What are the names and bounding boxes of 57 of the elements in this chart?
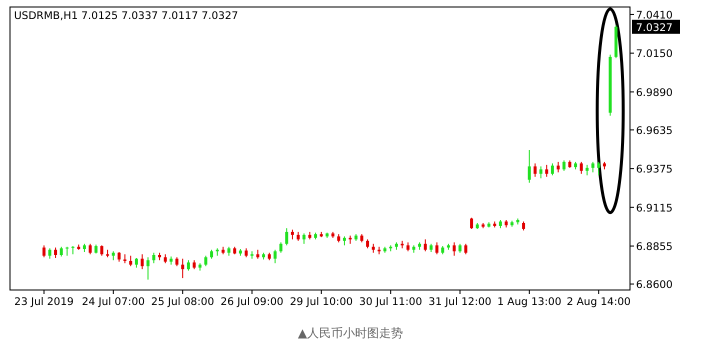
candlestick bbox=[539, 166, 542, 179]
x-tick-label: 1 Aug 13:00 bbox=[497, 296, 562, 308]
candlestick bbox=[562, 160, 566, 172]
x-tick-label: 24 Jul 07:00 bbox=[82, 296, 145, 308]
candlestick bbox=[435, 242, 438, 255]
candlestick bbox=[152, 252, 156, 264]
candlestick bbox=[118, 252, 121, 262]
candlestick bbox=[534, 162, 537, 178]
x-tick-label: 26 Jul 09:00 bbox=[220, 296, 284, 308]
candlestick bbox=[586, 164, 589, 176]
x-tick-label: 2 Aug 14:00 bbox=[566, 296, 631, 308]
candlestick bbox=[60, 246, 63, 257]
candlestick bbox=[146, 256, 150, 280]
y-tick-label: 7.0150 bbox=[636, 48, 673, 60]
candlestick bbox=[285, 228, 288, 246]
x-tick-label: 30 Jul 11:00 bbox=[359, 296, 422, 308]
text: 7.0327 bbox=[636, 22, 673, 34]
y-tick-label: 6.8600 bbox=[636, 279, 673, 292]
text: ▲人民币小时图走势 bbox=[298, 326, 404, 340]
candlestick bbox=[186, 260, 190, 272]
x-tick-label: 31 Jul 12:00 bbox=[428, 296, 492, 308]
candlestick bbox=[129, 255, 132, 267]
candlestick bbox=[48, 248, 52, 260]
candlestick bbox=[528, 149, 531, 184]
x-tick-label: 23 Jul 2019 bbox=[14, 296, 74, 308]
candlestick bbox=[550, 162, 554, 176]
candlestick bbox=[545, 164, 548, 178]
candlestick bbox=[290, 229, 294, 240]
candlestick bbox=[424, 238, 427, 252]
candlestick bbox=[279, 242, 282, 254]
candlestick bbox=[54, 247, 58, 258]
x-tick-label: 25 Jul 08:00 bbox=[151, 296, 214, 308]
candlestick bbox=[580, 161, 583, 174]
y-tick-label: 6.9115 bbox=[636, 202, 673, 214]
candlestick bbox=[556, 161, 560, 173]
candlestick bbox=[71, 246, 74, 255]
candlestick bbox=[100, 244, 104, 256]
candlestick bbox=[88, 243, 92, 255]
candlestick bbox=[470, 217, 474, 230]
y-tick-label: 6.9890 bbox=[636, 86, 673, 99]
y-tick-label: 6.9375 bbox=[636, 164, 673, 176]
candlestick bbox=[464, 243, 468, 255]
candlestick bbox=[302, 232, 306, 244]
y-tick-label: 7.0410 bbox=[636, 9, 673, 22]
candlestick bbox=[591, 161, 594, 173]
x-tick-label: 29 Jul 10:00 bbox=[290, 296, 353, 308]
candlestick bbox=[42, 244, 46, 258]
y-tick-label: 6.8855 bbox=[636, 241, 673, 254]
candlestick bbox=[452, 242, 456, 256]
chart-title: USDRMB,H1 7.0125 7.0337 7.0117 7.0327 bbox=[14, 10, 238, 22]
candlestick bbox=[274, 249, 277, 264]
candlestick bbox=[597, 161, 600, 176]
candlestick bbox=[140, 254, 144, 270]
candlestick bbox=[134, 257, 138, 268]
candlestick bbox=[181, 258, 184, 279]
y-tick-label: 6.9635 bbox=[636, 124, 673, 137]
candlestick bbox=[204, 255, 208, 267]
